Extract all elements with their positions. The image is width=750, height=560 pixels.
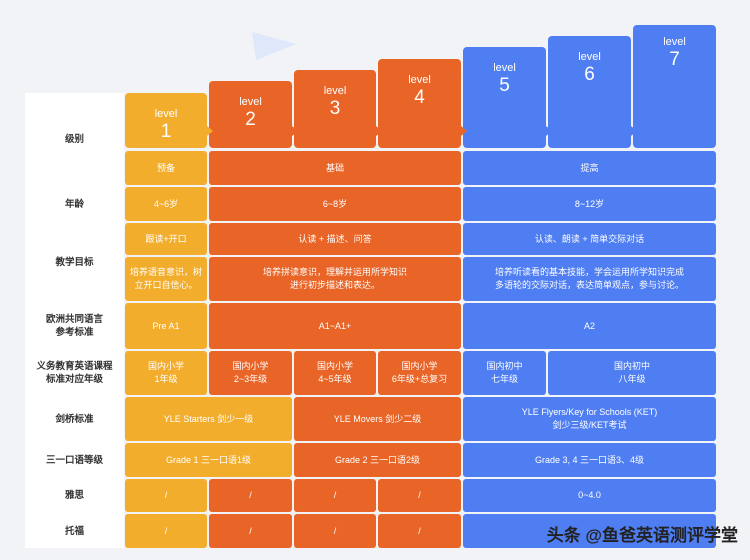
- row-label-toefl: 托福: [25, 514, 124, 548]
- cambridge-cell-1: YLE Starters 剑少一级: [125, 397, 292, 441]
- row-label-curriculum: 义务教育英语课程 标准对应年级: [25, 351, 124, 395]
- goal-long-1: 培养语音意识，树 立开口自信心。: [125, 257, 207, 301]
- age-cell-2: 6~8岁: [209, 187, 461, 221]
- curriculum-cell-l3: 国内小学 4~5年级: [294, 351, 376, 395]
- cambridge-cell-2: YLE Movers 剑少二级: [294, 397, 461, 441]
- row-label-cefr: 欧洲共同语言 参考标准: [25, 303, 124, 349]
- curriculum-cell-l67: 国内初中 八年级: [548, 351, 716, 395]
- goal-short-1: 跟读+开口: [125, 223, 207, 255]
- ielts-cell-l1: /: [125, 479, 207, 512]
- cefr-cell-3: A2: [463, 303, 716, 349]
- curriculum-cell-l1: 国内小学 1年级: [125, 351, 207, 395]
- ielts-cell-l4: /: [378, 479, 461, 512]
- stage-basic: 基础: [209, 151, 461, 185]
- toefl-cell-l4: /: [378, 514, 461, 548]
- curriculum-cell-l2: 国内小学 2~3年级: [209, 351, 292, 395]
- age-cell-3: 8~12岁: [463, 187, 716, 221]
- goal-long-3: 培养听读看的基本技能，学会运用所学知识完成 多语轮的交际对话，表达简单观点，参与…: [463, 257, 716, 301]
- ielts-cell-l2: /: [209, 479, 292, 512]
- age-cell-1: 4~6岁: [125, 187, 207, 221]
- trinity-cell-3: Grade 3, 4 三一口语3、4级: [463, 443, 716, 477]
- level-header-1: level 1: [125, 93, 207, 148]
- ielts-cell-l3: /: [294, 479, 376, 512]
- arrow-connector-1: [207, 126, 213, 136]
- row-label-goal: 教学目标: [25, 223, 124, 301]
- level-header-6: level 6: [548, 36, 631, 148]
- level-header-5: level 5: [463, 47, 546, 148]
- toefl-cell-l3: /: [294, 514, 376, 548]
- toefl-cell-l1: /: [125, 514, 207, 548]
- row-label-cambridge: 剑桥标准: [25, 397, 124, 441]
- toefl-cell-l2: /: [209, 514, 292, 548]
- toefl-cell-high: [463, 514, 716, 548]
- cambridge-cell-3: YLE Flyers/Key for Schools (KET) 剑少三级/KE…: [463, 397, 716, 441]
- goal-long-2: 培养拼读意识，理解并运用所学知识 进行初步描述和表达。: [209, 257, 461, 301]
- goal-short-3: 认读、朗读 + 简单交际对话: [463, 223, 716, 255]
- trinity-cell-2: Grade 2 三一口语2级: [294, 443, 461, 477]
- curriculum-cell-l5: 国内初中 七年级: [463, 351, 546, 395]
- row-label-level: 级别: [25, 93, 124, 185]
- row-label-ielts: 雅思: [25, 479, 124, 512]
- arrow-connector-6: [631, 126, 637, 136]
- cefr-cell-1: Pre A1: [125, 303, 207, 349]
- level-header-4: level 4: [378, 59, 461, 148]
- trinity-cell-1: Grade 1 三一口语1级: [125, 443, 292, 477]
- curriculum-cell-l4: 国内小学 6年级+总复习: [378, 351, 461, 395]
- stage-prep: 预备: [125, 151, 207, 185]
- row-label-trinity: 三一口语等级: [25, 443, 124, 477]
- arrow-connector-2: [292, 126, 298, 136]
- goal-short-2: 认读 + 描述、问答: [209, 223, 461, 255]
- ielts-cell-high: 0~4.0: [463, 479, 716, 512]
- arrow-connector-4: [461, 126, 467, 136]
- level-header-2: level 2: [209, 81, 292, 148]
- level-header-7: level 7: [633, 25, 716, 148]
- level-header-3: level 3: [294, 70, 376, 148]
- row-label-age: 年龄: [25, 187, 124, 221]
- arrow-connector-3: [376, 126, 382, 136]
- decorative-triangle: [252, 32, 296, 60]
- arrow-connector-5: [546, 126, 552, 136]
- watermark: 头条 @鱼爸英语测评学堂: [546, 526, 738, 545]
- stage-advanced: 提高: [463, 151, 716, 185]
- cefr-cell-2: A1~A1+: [209, 303, 461, 349]
